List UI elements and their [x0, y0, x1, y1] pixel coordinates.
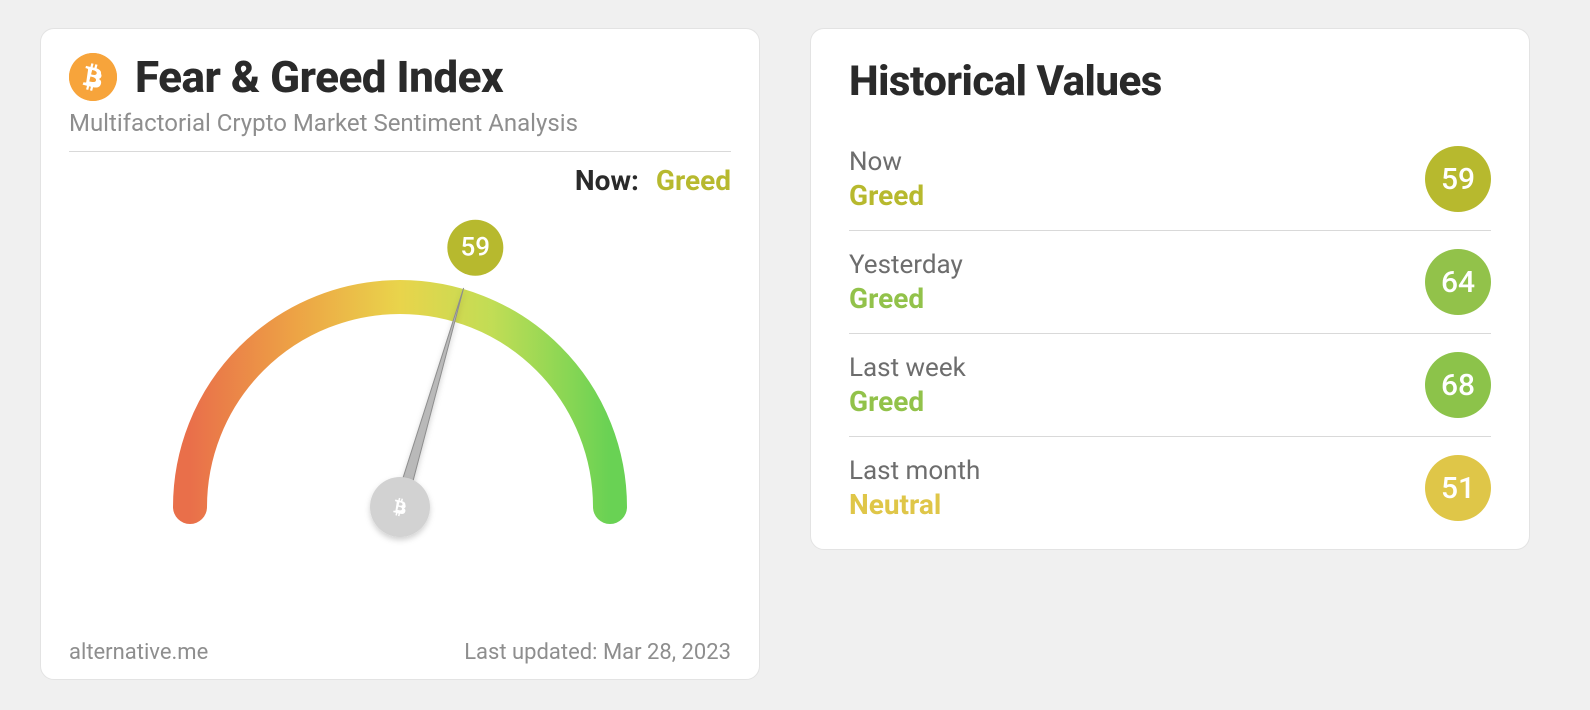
historical-row-text: Last weekGreed	[849, 353, 966, 418]
gauge-value-text: 59	[461, 232, 491, 262]
gauge-chart: 59	[69, 191, 731, 632]
historical-value-badge: 64	[1425, 249, 1491, 315]
gauge-header: Fear & Greed Index	[69, 51, 731, 103]
historical-row-text: NowGreed	[849, 147, 924, 212]
gauge-footer: alternative.me Last updated: Mar 28, 202…	[69, 632, 731, 665]
historical-values-card: Historical Values NowGreed59YesterdayGre…	[810, 28, 1530, 550]
gauge-title: Fear & Greed Index	[135, 51, 503, 103]
historical-list: NowGreed59YesterdayGreed64Last weekGreed…	[849, 128, 1491, 539]
gauge-subtitle: Multifactorial Crypto Market Sentiment A…	[69, 109, 731, 137]
historical-sentiment-label: Greed	[849, 179, 924, 212]
historical-row-text: Last monthNeutral	[849, 456, 980, 521]
historical-period-label: Yesterday	[849, 250, 963, 280]
historical-value-badge: 68	[1425, 352, 1491, 418]
gauge-last-updated: Last updated: Mar 28, 2023	[464, 640, 731, 665]
fear-greed-gauge-card: Fear & Greed Index Multifactorial Crypto…	[40, 28, 760, 680]
page-root: Fear & Greed Index Multifactorial Crypto…	[0, 0, 1590, 710]
historical-sentiment-label: Greed	[849, 385, 966, 418]
historical-row-text: YesterdayGreed	[849, 250, 963, 315]
historical-row: Last weekGreed 68	[849, 334, 1491, 437]
historical-period-label: Last month	[849, 456, 980, 486]
historical-row: Last monthNeutral 51	[849, 437, 1491, 539]
historical-row: NowGreed 59	[849, 128, 1491, 231]
bitcoin-icon	[69, 53, 117, 101]
historical-period-label: Last week	[849, 353, 966, 383]
historical-period-label: Now	[849, 147, 924, 177]
gauge-source-label: alternative.me	[69, 640, 208, 665]
historical-sentiment-label: Greed	[849, 282, 963, 315]
historical-value-badge: 51	[1425, 455, 1491, 521]
gauge-svg: 59	[70, 207, 730, 617]
historical-row: YesterdayGreed 64	[849, 231, 1491, 334]
header-divider	[69, 151, 731, 152]
historical-value-badge: 59	[1425, 146, 1491, 212]
historical-sentiment-label: Neutral	[849, 488, 980, 521]
historical-title: Historical Values	[849, 57, 1491, 106]
